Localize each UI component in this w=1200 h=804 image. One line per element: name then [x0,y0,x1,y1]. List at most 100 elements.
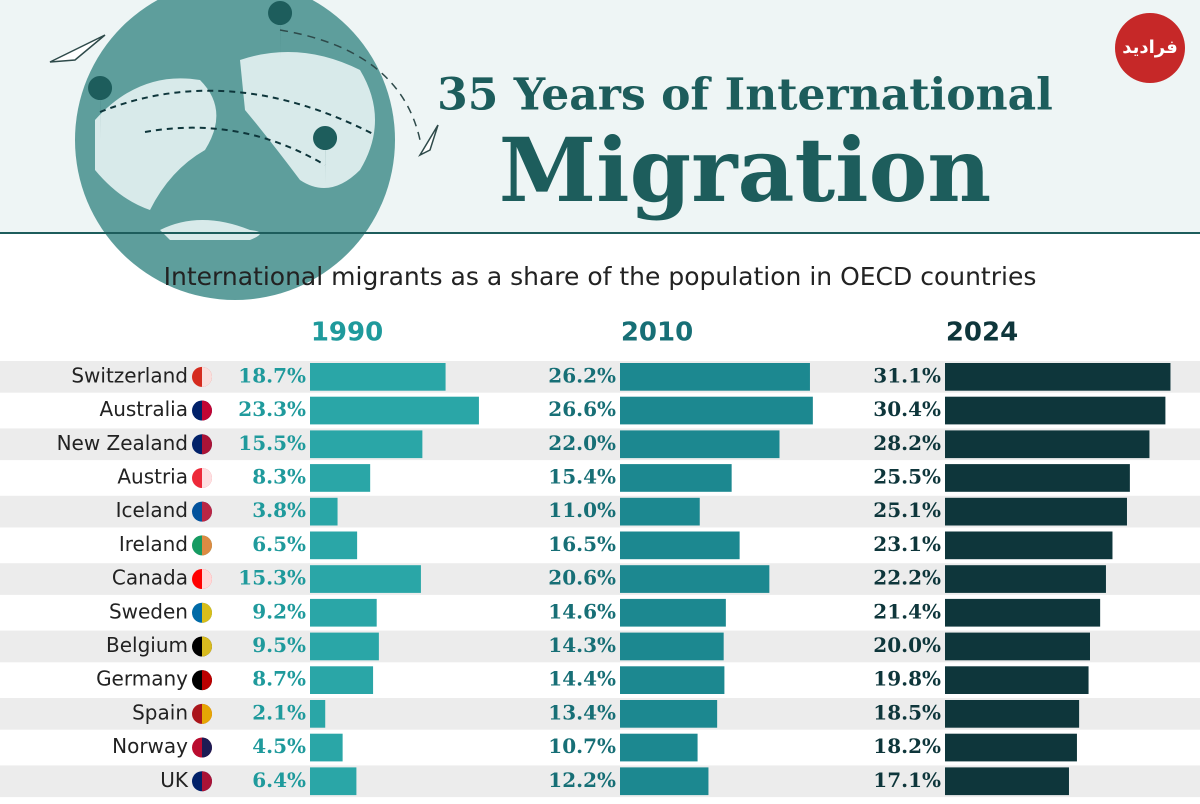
logo [1115,13,1185,83]
value-label: 21.4% [873,599,941,623]
bar [620,464,732,492]
bar [620,531,740,560]
bar [620,430,780,459]
bar [945,565,1106,593]
bar [945,598,1101,627]
bar [945,396,1166,425]
value-label: 18.2% [873,734,941,758]
series-name: 1990 [311,318,383,348]
bar [945,363,1171,391]
value-label: 14.3% [548,633,616,657]
subtitle: International migrants as a share of the… [164,262,1037,291]
value-label: 25.1% [873,498,941,522]
value-label: 17.1% [873,768,941,792]
value-label: 15.5% [238,431,306,455]
value-label: 2.1% [252,700,306,724]
flag [202,535,212,556]
flag [202,703,212,724]
bar [310,666,374,694]
bar [620,598,726,627]
bar [620,565,770,593]
series-name: 2024 [946,318,1018,348]
value-label: 8.3% [252,464,306,488]
value-label: 20.0% [873,633,941,657]
value-label: 31.1% [873,363,941,387]
category-label: Belgium [106,633,188,657]
value-label: 18.5% [873,700,941,724]
flag [202,771,212,792]
bar [620,767,709,796]
bar [310,767,357,796]
flag [202,434,212,455]
bar [310,700,326,728]
flag [202,366,212,387]
bar [620,666,725,694]
chart-title-main: Migration [499,118,992,222]
category-label: Austria [117,464,188,488]
value-label: 14.4% [548,667,616,691]
flag [202,569,212,590]
bar [310,497,338,526]
bar [620,497,700,526]
value-label: 14.6% [548,599,616,623]
value-label: 10.7% [548,734,616,758]
value-label: 16.5% [548,532,616,556]
category-label: Norway [112,734,188,758]
flag [202,636,212,657]
category-label: Iceland [116,498,188,522]
bar [945,464,1130,492]
value-label: 30.4% [873,397,941,421]
bar [620,396,813,425]
bar [310,531,358,560]
category-label: UK [160,768,189,792]
value-label: 19.8% [873,667,941,691]
bar [945,767,1069,796]
bar [620,733,698,762]
value-label: 15.3% [238,566,306,590]
value-label: 22.2% [873,566,941,590]
value-label: 23.3% [238,397,306,421]
category-label: Switzerland [71,363,188,387]
flag [202,602,212,623]
flag [202,501,212,522]
value-label: 23.1% [873,532,941,556]
value-label: 28.2% [873,431,941,455]
value-label: 25.5% [873,464,941,488]
value-label: 18.7% [238,363,306,387]
bar [945,666,1089,694]
value-label: 20.6% [548,566,616,590]
bar [945,700,1080,728]
bar [945,430,1150,459]
value-label: 6.5% [252,532,306,556]
bar [620,700,718,728]
value-label: 4.5% [252,734,306,758]
chart-title: 35 Years of International [437,70,1053,121]
value-label: 22.0% [548,431,616,455]
series-name: 2010 [621,318,693,348]
flag [202,670,212,691]
bar [945,497,1127,526]
category-label: Ireland [119,532,188,556]
globe [49,0,439,300]
flag [202,737,212,758]
bar [945,632,1090,661]
value-label: 9.2% [252,599,306,623]
category-label: Sweden [109,599,188,623]
bar [310,363,446,391]
bar [310,430,423,459]
category-label: Australia [100,397,188,421]
category-label: Canada [112,566,188,590]
bar [310,565,421,593]
category-label: New Zealand [57,431,188,455]
bar [945,531,1113,560]
bar [620,363,810,391]
bar [310,464,371,492]
value-label: 8.7% [252,667,306,691]
bar [945,733,1077,762]
category-label: Spain [132,700,188,724]
value-label: 3.8% [252,498,306,522]
value-label: 6.4% [252,768,306,792]
bar [310,733,343,762]
